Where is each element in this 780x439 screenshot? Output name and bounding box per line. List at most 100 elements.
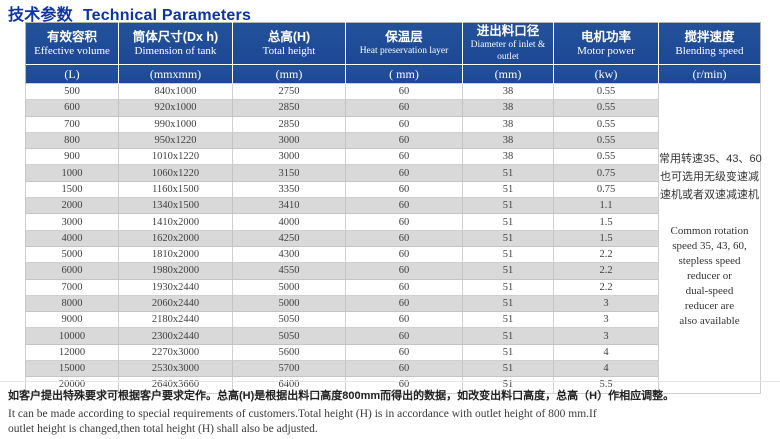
table-cell: 600 (25, 99, 119, 117)
table-cell: 950x1220 (118, 131, 233, 150)
table-row: 1500 1160x1500 3350 60 51 0.75 (25, 180, 761, 199)
table-cell: 4250 (232, 229, 346, 247)
column-unit-0: (L) (25, 64, 119, 84)
footnote-en: It can be made according to special requ… (8, 408, 597, 435)
header-names-row: 有效容积 Effective volume 筒体尺寸(Dx h) Dimension … (25, 22, 761, 65)
table-cell: 10000 (25, 327, 119, 345)
table-row: 10000 2300x2440 5050 60 51 3 (25, 327, 761, 345)
column-header-4: 进出料口径 Diameter of inlet & outlet (462, 22, 554, 65)
table-cell: 1500 (25, 180, 119, 199)
table-cell: 60 (345, 229, 463, 247)
table-cell: 51 (462, 327, 554, 345)
table-row: 20000 2640x3660 6400 60 51 5.5 (25, 376, 761, 394)
table-cell: 5050 (232, 327, 346, 345)
column-header-6: 搅拌速度 Blending speed (658, 22, 761, 65)
table-cell: 800 (25, 131, 119, 150)
table-cell: 38 (462, 131, 554, 150)
table-row: 12000 2270x3000 5600 60 51 4 (25, 343, 761, 362)
column-header-en: Heat preservation layer (359, 46, 449, 56)
column-unit-2: (mm) (232, 64, 346, 84)
table-row: 7000 1930x2440 5000 60 51 2.2 (25, 278, 761, 296)
table-cell: 1.1 (553, 197, 659, 215)
table-cell: 2850 (232, 115, 346, 133)
table-cell: 60 (345, 197, 463, 215)
table-cell: 0.55 (553, 131, 659, 150)
table-row: 700 990x1000 2850 60 38 0.55 (25, 115, 761, 133)
table-cell: 1620x2000 (118, 229, 233, 247)
table-cell: 51 (462, 229, 554, 247)
table-cell: 38 (462, 99, 554, 117)
column-header-1: 筒体尺寸(Dx h) Dimension of tank (118, 22, 233, 65)
table-cell: 920x1000 (118, 99, 233, 117)
table-cell: 2000 (25, 197, 119, 215)
column-header-zh: 保温层 (385, 30, 423, 44)
table-body: 500 840x1000 2750 60 38 0.55 常用转速35、43、60 也可选用无… (25, 82, 762, 394)
table-cell: 2180x2440 (118, 311, 233, 329)
table-cell: 9000 (25, 311, 119, 329)
column-unit-6: (r/min) (658, 64, 761, 84)
table-cell: 51 (462, 262, 554, 280)
table-row: 600 920x1000 2850 60 38 0.55 (25, 99, 761, 117)
table-cell: 900 (25, 148, 119, 166)
table-cell: 3000 (232, 131, 346, 150)
column-unit-3: ( mm) (345, 64, 463, 84)
page-title-zh: 技术参数 (8, 7, 73, 24)
table-row: 800 950x1220 3000 60 38 0.55 (25, 131, 761, 150)
table-cell: 3000 (25, 213, 119, 231)
technical-parameters-table: 有效容积 Effective volume 筒体尺寸(Dx h) Dimension … (25, 22, 762, 394)
table-cell: 3150 (232, 164, 346, 182)
table-cell: 38 (462, 148, 554, 166)
table-cell: 60 (345, 343, 463, 362)
column-header-zh: 搅拌速度 (684, 30, 735, 44)
table-cell: 51 (462, 245, 554, 264)
table-cell: 2.2 (553, 262, 659, 280)
table-cell: 3 (553, 294, 659, 313)
table-cell: 20000 (25, 376, 119, 394)
column-header-en: Effective volume (34, 45, 110, 57)
table-cell: 1410x2000 (118, 213, 233, 231)
table-cell: 0.55 (553, 148, 659, 166)
table-cell: 8000 (25, 294, 119, 313)
table-cell: 3 (553, 327, 659, 345)
table-cell: 51 (462, 278, 554, 296)
column-unit-5: (kw) (553, 64, 659, 84)
table-cell: 60 (345, 213, 463, 231)
table-cell: 60 (345, 131, 463, 150)
column-unit-1: (mmxmm) (118, 64, 233, 84)
table-cell: 6400 (232, 376, 346, 394)
table-row: 15000 2530x3000 5700 60 51 4 (25, 360, 761, 378)
table-cell: 51 (462, 311, 554, 329)
footnote-zh: 如客户提出特殊要求可根据客户要求定作。总高(H)是根据出料口高度800mm而得出… (8, 390, 675, 402)
table-cell: 60 (345, 99, 463, 117)
table-cell: 4300 (232, 245, 346, 264)
table-row: 1000 1060x1220 3150 60 51 0.75 (25, 164, 761, 182)
table-cell: 51 (462, 180, 554, 199)
table-cell: 1810x2000 (118, 245, 233, 264)
table-cell: 3 (553, 311, 659, 329)
column-unit-4: (mm) (462, 64, 554, 84)
table-cell: 0.55 (553, 82, 659, 101)
table-cell: 1010x1220 (118, 148, 233, 166)
table-cell: 51 (462, 197, 554, 215)
table-cell: 6000 (25, 262, 119, 280)
table-cell: 990x1000 (118, 115, 233, 133)
table-cell: 15000 (25, 360, 119, 378)
header-units-row: (L) (mmxmm) (mm)( mm) (mm) (kw) (r/min) (25, 64, 761, 84)
table-cell: 4 (553, 343, 659, 362)
column-header-zh: 进出料口径 (476, 24, 540, 38)
table-cell: 2530x3000 (118, 360, 233, 378)
column-header-5: 电机功率 Motor power (553, 22, 659, 65)
column-header-en: Diameter of inlet & outlet (470, 40, 546, 62)
table-cell: 1.5 (553, 213, 659, 231)
page-title: 技术参数 Technical Parameters (8, 1, 251, 25)
table-header: 有效容积 Effective volume 筒体尺寸(Dx h) Dimension … (25, 22, 761, 84)
table-cell: 60 (345, 327, 463, 345)
table-cell: 5.5 (553, 376, 659, 394)
blending-speed-zh: 常用转速35、43、60 也可选用无级变速减 速机或者双速减速机 (659, 152, 762, 201)
table-cell: 4550 (232, 262, 346, 280)
table-cell: 2270x3000 (118, 343, 233, 362)
column-header-en: Dimension of tank (134, 45, 217, 57)
table-cell: 2640x3660 (118, 376, 233, 394)
table-cell: 2.2 (553, 278, 659, 296)
table-cell: 4000 (25, 229, 119, 247)
